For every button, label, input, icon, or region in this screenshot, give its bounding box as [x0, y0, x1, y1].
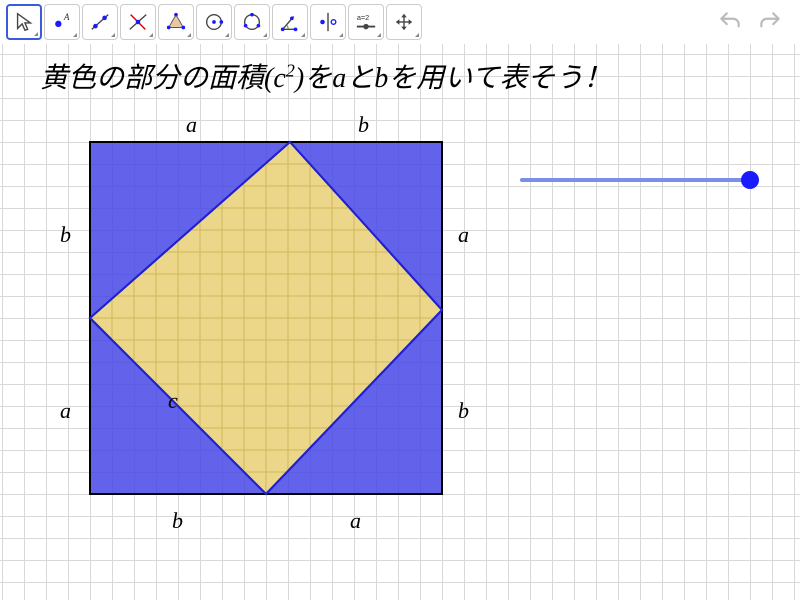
label-a-left: a: [60, 398, 71, 424]
label-b-top: b: [358, 112, 369, 138]
slider-tool[interactable]: a=2: [348, 4, 384, 40]
line-tool[interactable]: [82, 4, 118, 40]
slider-thumb[interactable]: [741, 171, 759, 189]
reflect-tool[interactable]: [310, 4, 346, 40]
label-a-right: a: [458, 222, 469, 248]
label-a-top: a: [186, 112, 197, 138]
circle-tool[interactable]: [196, 4, 232, 40]
redo-button[interactable]: [756, 8, 784, 36]
svg-text:a=2: a=2: [357, 13, 369, 22]
undo-button[interactable]: [716, 8, 744, 36]
perpendicular-tool[interactable]: [120, 4, 156, 40]
label-a-bottom: a: [350, 508, 361, 534]
move-view-tool[interactable]: [386, 4, 422, 40]
geometry-layer: [0, 44, 800, 600]
polygon-tool[interactable]: [158, 4, 194, 40]
instruction-text: 黄色の部分の面積(c2)をaとbを用いて表そう！: [40, 56, 611, 96]
svg-text:A: A: [63, 12, 70, 22]
label-b-bottom: b: [172, 508, 183, 534]
point-tool[interactable]: A: [44, 4, 80, 40]
slider[interactable]: [520, 178, 750, 182]
toolbar: Aa=2: [0, 0, 800, 44]
label-b-right: b: [458, 398, 469, 424]
move-tool[interactable]: [6, 4, 42, 40]
label-b-left: b: [60, 222, 71, 248]
canvas: 黄色の部分の面積(c2)をaとbを用いて表そう！ a b b a a b b a c: [0, 44, 800, 600]
circle3-tool[interactable]: [234, 4, 270, 40]
label-c-inner: c: [168, 388, 178, 414]
slider-track[interactable]: [520, 178, 750, 182]
undo-redo-group: [716, 8, 794, 36]
angle-tool[interactable]: [272, 4, 308, 40]
